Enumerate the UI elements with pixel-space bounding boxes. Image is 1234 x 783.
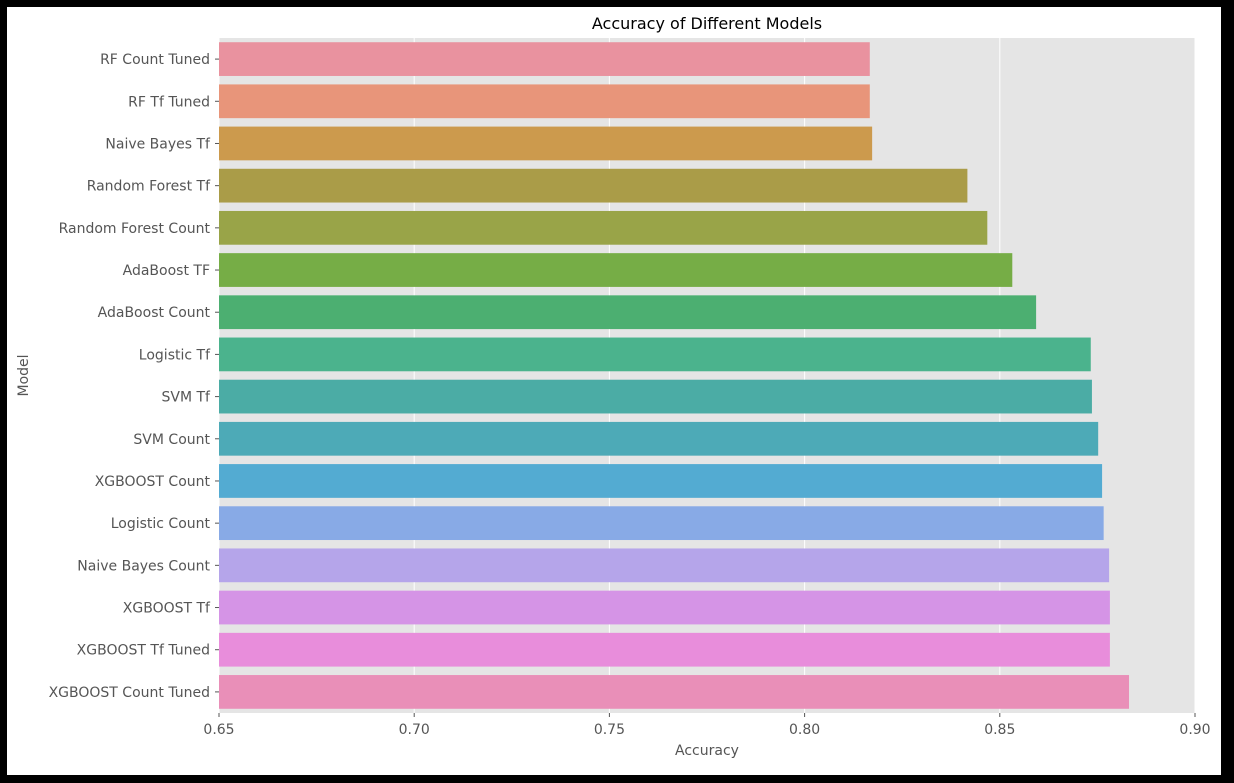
y-tick-label: XGBOOST Tf Tuned: [77, 643, 210, 659]
y-tick-label: Logistic Count: [111, 516, 211, 532]
bar: [219, 84, 870, 119]
bar: [219, 253, 1013, 287]
bar: [219, 295, 1037, 330]
bar: [219, 421, 1099, 456]
y-tick-label: XGBOOST Count Tuned: [49, 685, 210, 701]
x-tick-label: 0.90: [1179, 722, 1210, 738]
y-tick-labels: RF Count Tuned RF Tf Tuned Naive Bayes Tf R…: [49, 52, 219, 701]
chart-title: Accuracy of Different Models: [592, 14, 822, 33]
bar-chart: RF Count Tuned RF Tf Tuned Naive Bayes Tf R…: [16, 14, 1211, 759]
chart-figure: RF Count Tuned RF Tf Tuned Naive Bayes Tf R…: [7, 7, 1221, 775]
bar: [219, 210, 988, 245]
x-tick-label: 0.65: [203, 722, 234, 738]
x-tick-label: 0.85: [984, 722, 1015, 738]
bar: [219, 590, 1110, 625]
x-axis-label: Accuracy: [675, 743, 739, 759]
bar: [219, 379, 1092, 414]
x-tick-labels: 0.65 0.70 0.75 0.80 0.85 0.90: [203, 713, 1211, 738]
bar: [219, 42, 870, 76]
y-tick-label: Random Forest Tf: [87, 179, 211, 195]
y-tick-label: RF Count Tuned: [100, 52, 210, 68]
y-tick-label: AdaBoost Count: [98, 305, 211, 321]
x-tick-label: 0.75: [594, 722, 625, 738]
bar: [219, 632, 1110, 667]
bar: [219, 168, 968, 203]
y-tick-label: Logistic Tf: [139, 347, 211, 363]
y-tick-label: Random Forest Count: [59, 221, 211, 237]
y-tick-label: SVM Count: [133, 432, 210, 448]
y-tick-label: SVM Tf: [162, 390, 212, 406]
bars: [219, 42, 1130, 709]
y-tick-label: XGBOOST Tf: [123, 601, 211, 617]
x-tick-label: 0.80: [789, 722, 820, 738]
y-tick-label: RF Tf Tuned: [128, 94, 210, 110]
x-tick-label: 0.70: [399, 722, 430, 738]
bar: [219, 126, 873, 161]
bar: [219, 337, 1091, 372]
bar: [219, 506, 1104, 541]
y-tick-label: Naive Bayes Count: [77, 558, 210, 574]
y-tick-label: AdaBoost TF: [123, 263, 210, 279]
bar: [219, 675, 1130, 709]
y-tick-label: XGBOOST Count: [95, 474, 211, 490]
bar: [219, 464, 1103, 498]
y-tick-label: Naive Bayes Tf: [105, 136, 211, 152]
y-axis-label: Model: [16, 354, 32, 396]
bar: [219, 548, 1110, 583]
